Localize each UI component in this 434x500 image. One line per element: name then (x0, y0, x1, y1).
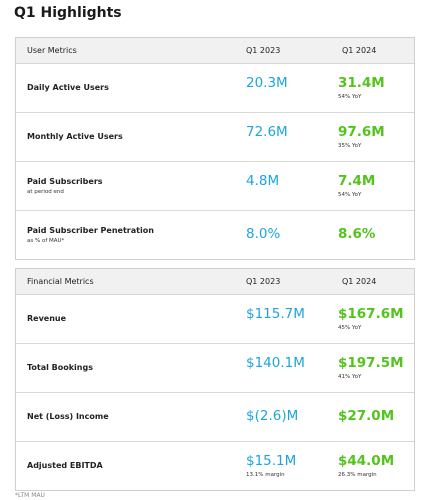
header-cell: Q1 2023 (246, 277, 281, 286)
table-row: Total Bookings $140.1M $197.5M 41% YoY (16, 344, 414, 393)
q1-2023-note: 13.1% margin (246, 472, 285, 478)
row-sublabel: as % of MAU* (27, 238, 65, 244)
q1-2023-value: $15.1M (246, 453, 297, 469)
q1-2024-note: 35% YoY (338, 143, 362, 149)
q1-2024-value: $167.6M (338, 306, 404, 322)
row-label: Paid Subscribers (27, 177, 103, 186)
table-row: Monthly Active Users 72.6M 97.6M 35% YoY (16, 113, 414, 162)
q1-2023-value: 4.8M (246, 173, 280, 189)
table-row: Daily Active Users 20.3M 31.4M 54% YoY (16, 64, 414, 113)
q1-2023-value: $(2.6)M (246, 408, 299, 424)
page-title: Q1 Highlights (14, 5, 122, 21)
row-label: Adjusted EBITDA (27, 461, 103, 470)
q1-2024-value: 8.6% (338, 226, 376, 242)
table-header: Financial Metrics Q1 2023 Q1 2024 (16, 269, 414, 295)
header-cell: Q1 2023 (246, 46, 281, 55)
table-row: Paid Subscribers at period end 4.8M 7.4M 54%… (16, 162, 414, 211)
row-label: Total Bookings (27, 363, 93, 372)
q1-2024-value: 31.4M (338, 75, 385, 91)
row-label: Monthly Active Users (27, 132, 123, 141)
q1-2023-value: $140.1M (246, 355, 305, 371)
footnote: *LTM MAU (15, 492, 45, 499)
q1-2024-note: 45% YoY (338, 325, 362, 331)
table-row: Revenue $115.7M $167.6M 45% YoY (16, 295, 414, 344)
q1-2024-value: 7.4M (338, 173, 376, 189)
q1-2023-value: 72.6M (246, 124, 288, 140)
header-cell: Q1 2024 (342, 46, 377, 55)
q1-2023-value: 20.3M (246, 75, 288, 91)
table-header: User Metrics Q1 2023 Q1 2024 (16, 38, 414, 64)
row-sublabel: at period end (27, 189, 64, 195)
header-cell: Financial Metrics (27, 277, 94, 286)
q1-2024-note: 54% YoY (338, 192, 362, 198)
table-row: Adjusted EBITDA $15.1M $44.0M 13.1% margin 2… (16, 442, 414, 490)
q1-2024-value: $197.5M (338, 355, 404, 371)
q1-2023-value: $115.7M (246, 306, 305, 322)
row-label: Daily Active Users (27, 83, 109, 92)
q1-2024-note: 26.3% margin (338, 472, 377, 478)
header-cell: Q1 2024 (342, 277, 377, 286)
q1-2024-value: 97.6M (338, 124, 385, 140)
q1-2024-note: 54% YoY (338, 94, 362, 100)
row-label: Net (Loss) Income (27, 412, 109, 421)
table-row: Net (Loss) Income $(2.6)M $27.0M (16, 393, 414, 442)
table-row: Paid Subscriber Penetration as % of MAU* 8… (16, 211, 414, 259)
metrics-table: User Metrics Q1 2023 Q1 2024 Daily Active U… (15, 37, 415, 260)
q1-2024-value: $44.0M (338, 453, 395, 469)
q1-2023-value: 8.0% (246, 226, 281, 242)
q1-2024-value: $27.0M (338, 408, 395, 424)
row-label: Revenue (27, 314, 67, 323)
header-cell: User Metrics (27, 46, 77, 55)
metrics-table: Financial Metrics Q1 2023 Q1 2024 Revenue $1… (15, 268, 415, 491)
row-label: Paid Subscriber Penetration (27, 226, 154, 235)
q1-2024-note: 41% YoY (338, 374, 362, 380)
